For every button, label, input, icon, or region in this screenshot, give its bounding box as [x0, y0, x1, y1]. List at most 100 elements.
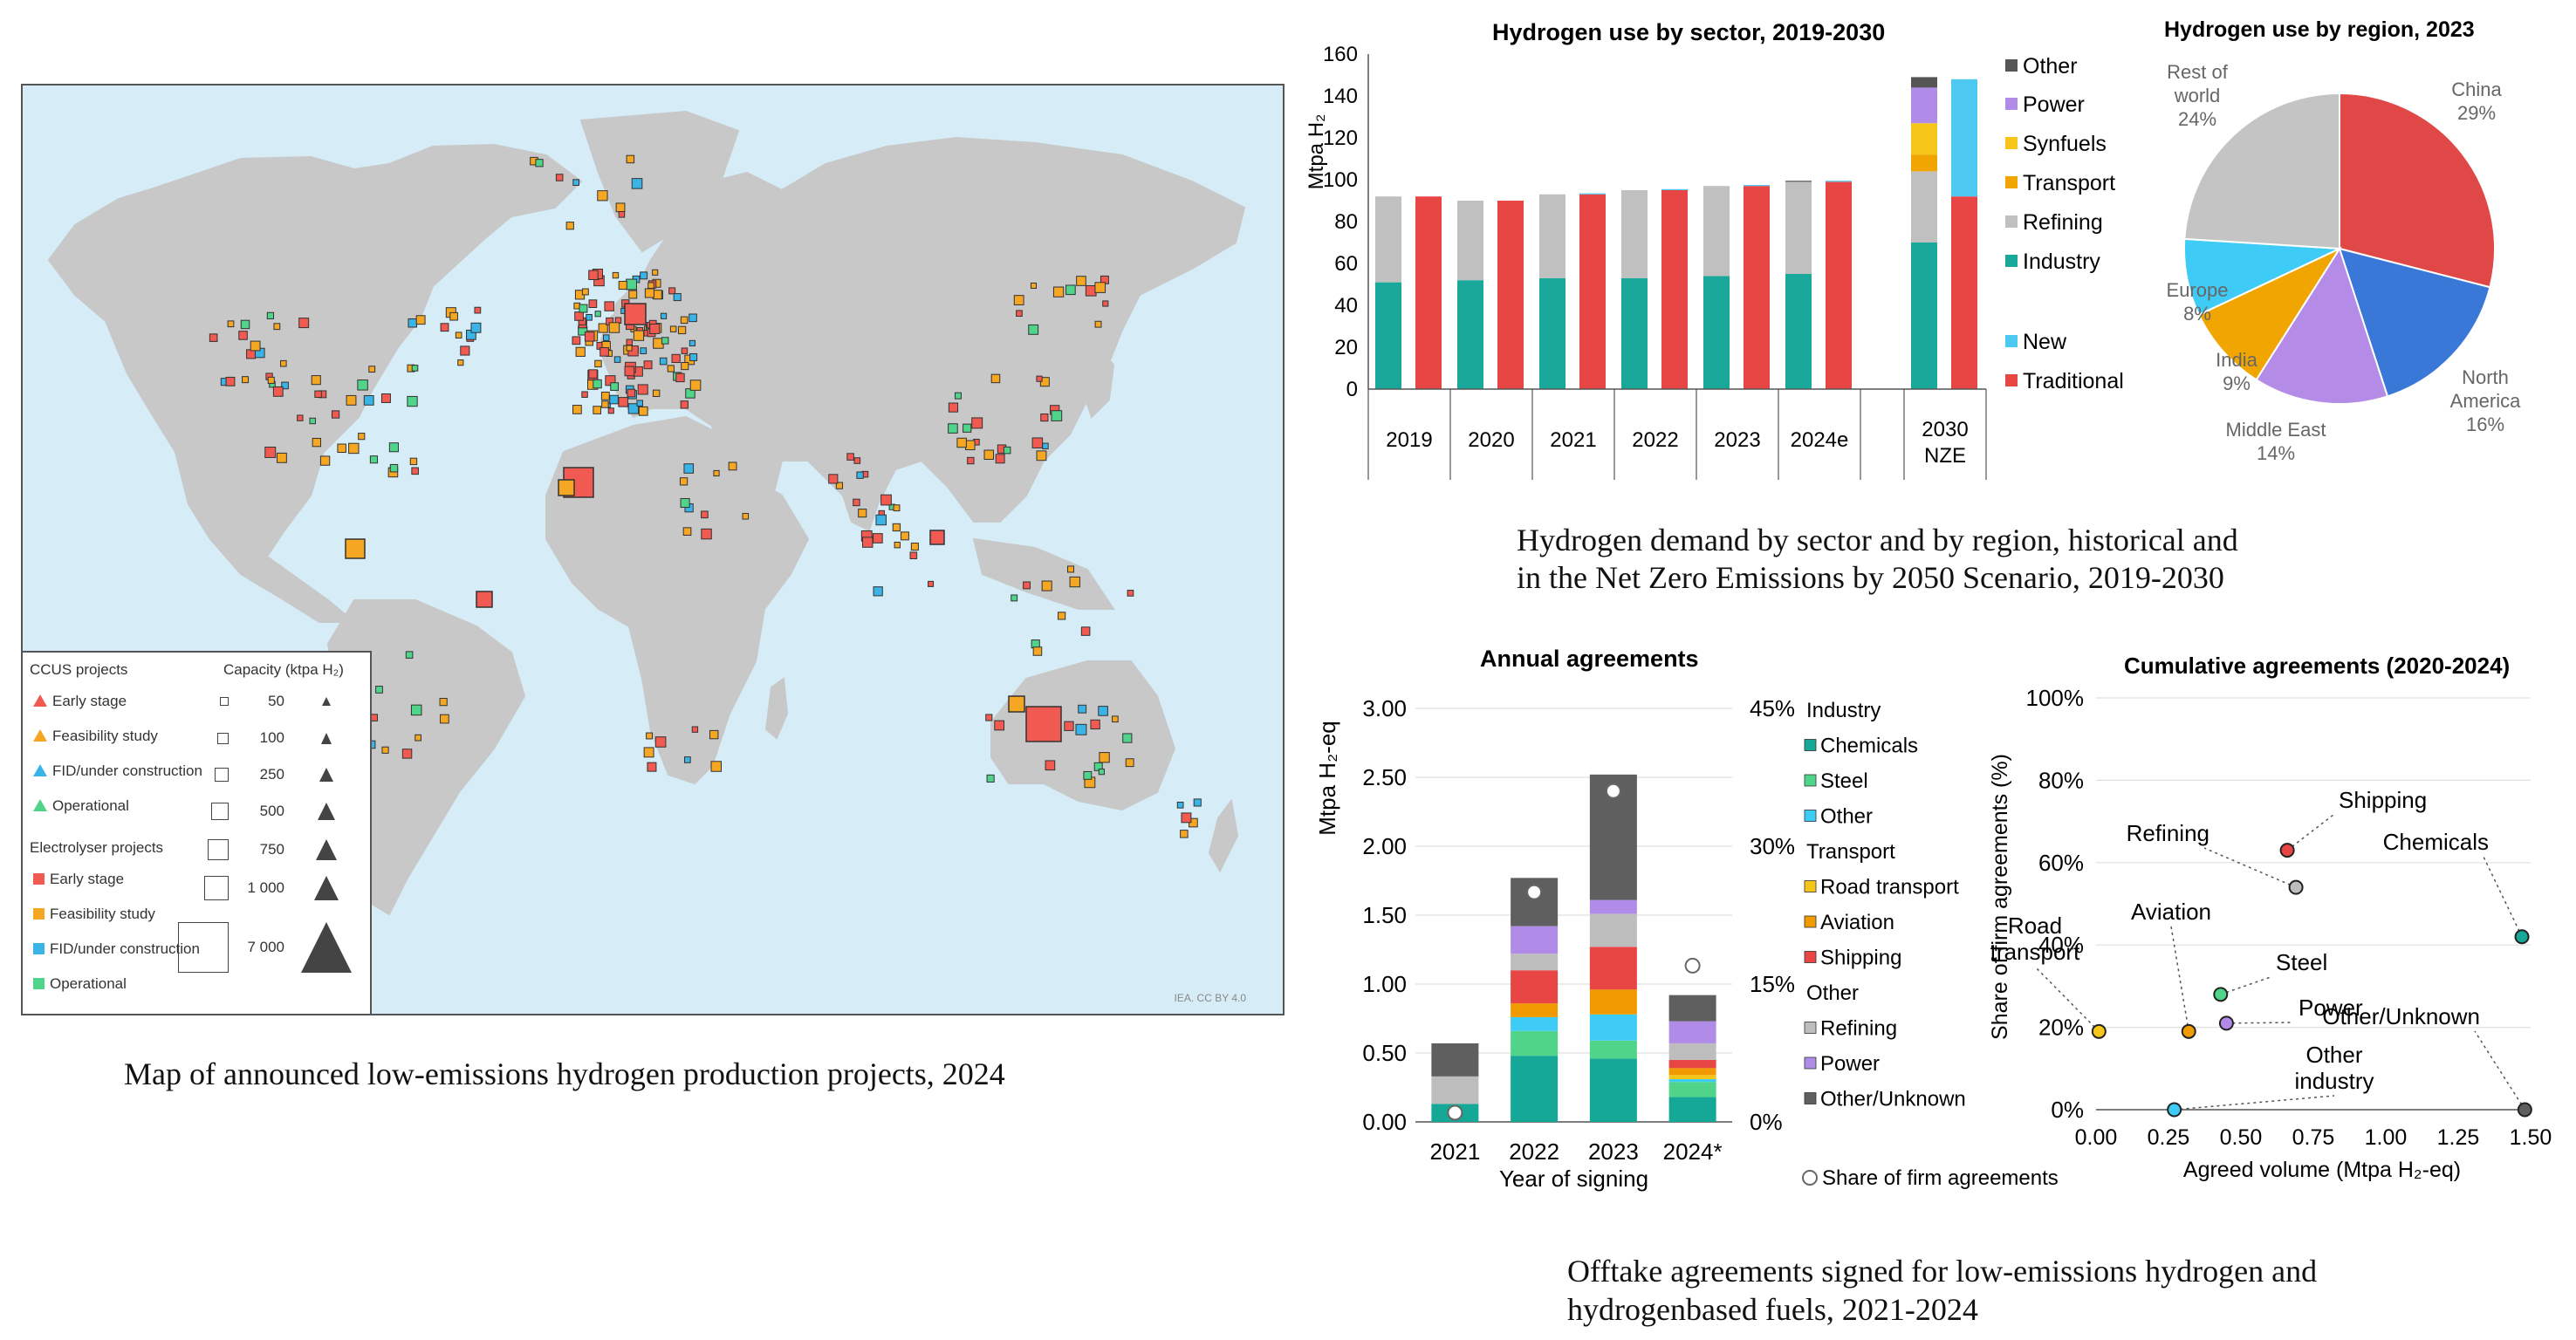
legend-label-other: Other — [2023, 54, 2078, 79]
project-marker — [572, 336, 581, 345]
project-marker — [610, 382, 619, 391]
bar-power-2024 — [1668, 1021, 1716, 1043]
project-marker — [368, 366, 376, 373]
x-tick-label: 2022 — [1509, 1138, 1559, 1165]
project-marker — [689, 313, 697, 323]
bar-industry-2019 — [1375, 282, 1401, 389]
x-tick-label: 2024* — [1663, 1138, 1723, 1165]
project-marker — [266, 311, 275, 319]
project-marker — [1176, 801, 1184, 809]
bar-industry-2023 — [1703, 276, 1730, 389]
project-marker — [597, 190, 608, 202]
bar-industry-2024e — [1785, 274, 1812, 389]
project-marker — [600, 391, 610, 400]
legend-swatch-road-transport — [1804, 880, 1817, 892]
project-marker — [1125, 758, 1134, 768]
point-refining — [2288, 879, 2304, 895]
point-steel — [2213, 987, 2229, 1002]
point-label-refining: Refining — [2127, 820, 2209, 846]
project-marker — [615, 202, 626, 213]
pie-label-europe: 8% — [2183, 303, 2211, 325]
project-marker — [593, 406, 602, 414]
project-marker — [627, 403, 639, 414]
project-marker — [627, 388, 636, 398]
legend-swatch-new — [2005, 335, 2018, 347]
project-marker — [380, 393, 391, 403]
point-aviation — [2181, 1023, 2196, 1039]
point-other-unknown — [2517, 1102, 2532, 1118]
bar-other-unknown-2024 — [1668, 995, 1716, 1022]
leader-line-refining — [2203, 847, 2297, 888]
project-marker — [643, 360, 653, 370]
project-marker — [626, 278, 637, 291]
project-marker — [680, 497, 690, 509]
leader-line-chemicals — [2483, 856, 2523, 938]
y-tick-label: 0% — [2051, 1097, 2084, 1123]
chart-title: Hydrogen use by sector, 2019-2030 — [1492, 19, 1885, 45]
project-marker — [649, 323, 661, 334]
project-marker — [388, 442, 399, 453]
project-marker — [995, 454, 1005, 464]
project-marker — [594, 359, 602, 368]
project-marker — [593, 379, 602, 389]
bar-shipping-2022 — [1511, 970, 1559, 1004]
world-map: IEA. CC BY 4.0 — [47, 110, 1247, 1004]
y2-tick-label: 0% — [1750, 1109, 1783, 1135]
project-marker — [474, 306, 482, 314]
project-marker — [264, 446, 277, 458]
project-marker — [873, 586, 883, 597]
y-tick-label: 60 — [1334, 252, 1358, 276]
legend-swatch-refining — [2005, 215, 2018, 228]
project-marker — [689, 339, 696, 347]
point-road-transport — [2091, 1023, 2107, 1039]
project-marker — [612, 271, 620, 279]
bar-steel-2022 — [1511, 1030, 1559, 1056]
legend-label-transport: Transport — [2023, 171, 2115, 195]
project-marker — [314, 390, 322, 399]
project-marker — [558, 479, 575, 496]
square-icon — [33, 908, 45, 920]
legend-label-refining: Refining — [1820, 1017, 1897, 1041]
legend-electrolyser-header: Electrolyser projects — [30, 839, 164, 856]
project-marker — [893, 504, 901, 512]
bar-other-2022 — [1511, 1016, 1559, 1031]
project-marker — [1112, 715, 1119, 723]
leader-line-shipping — [2286, 814, 2334, 851]
project-marker — [1036, 375, 1043, 382]
project-marker — [652, 389, 661, 398]
pie-slice-north-america — [2338, 247, 2491, 398]
pie-label-north-america: 16% — [2466, 414, 2504, 435]
map-credit: IEA. CC BY 4.0 — [1175, 992, 1247, 1004]
project-marker — [742, 512, 750, 520]
project-marker — [680, 316, 689, 325]
legend-swatch-power — [1804, 1056, 1817, 1070]
project-marker — [689, 379, 702, 391]
project-marker — [640, 347, 647, 354]
project-marker — [643, 747, 654, 758]
legend-label: Operational — [52, 797, 129, 814]
offtake-caption-line2: hydrogenbased fuels, 2021-2024 — [1567, 1292, 1978, 1327]
project-marker — [281, 381, 289, 390]
legend-swatch-chemicals — [1804, 739, 1817, 751]
legend-capacity-header: Capacity (ktpa H₂) — [223, 661, 344, 678]
project-marker — [909, 551, 918, 560]
capacity-triangle-icon — [318, 803, 335, 820]
bar-refining-2021 — [1539, 194, 1565, 278]
legend-capacity-250: 250 — [259, 766, 284, 783]
project-marker — [1099, 752, 1110, 763]
project-marker — [1028, 324, 1039, 335]
project-marker — [900, 531, 909, 541]
project-marker — [1011, 594, 1018, 602]
project-marker — [357, 379, 368, 391]
project-marker — [636, 400, 643, 407]
chart-title: Cumulative agreements (2020-2024) — [2124, 653, 2510, 679]
legend-ccus-header: CCUS projects — [30, 661, 128, 678]
project-marker — [586, 314, 593, 321]
pie-label-rest-of-world: Rest of — [2167, 61, 2229, 83]
project-marker — [892, 523, 901, 532]
bar-industry-2020 — [1457, 280, 1483, 389]
project-marker — [1003, 446, 1011, 455]
project-marker — [1013, 295, 1024, 305]
legend-share-label: Share of firm agreements — [1822, 1166, 2059, 1190]
bar-industry-2030-nze — [1911, 243, 1937, 389]
